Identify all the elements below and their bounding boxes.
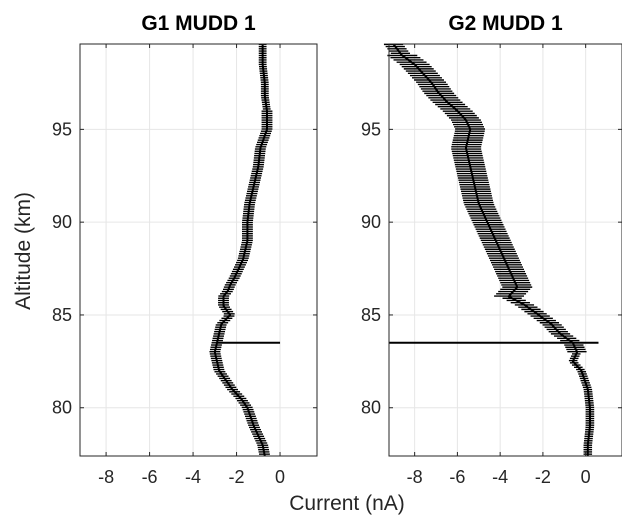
y-tick-label: 85 [52, 305, 72, 325]
x-axis-label: Current (nA) [289, 492, 405, 515]
panel-g1: -8 -6 -4 -2 0 80 85 90 95 G1 MUDD 1 [52, 12, 318, 487]
plot-area [80, 44, 317, 456]
y-axis-label: Altitude (km) [12, 192, 35, 310]
x-tick-label: -6 [449, 467, 465, 487]
panel-title: G1 MUDD 1 [141, 12, 256, 35]
data-noise-hatch [209, 43, 273, 455]
x-tick-label: 0 [581, 467, 591, 487]
x-tick-label: -8 [98, 467, 114, 487]
x-tick-label: -4 [185, 467, 201, 487]
x-tick-label: 0 [275, 467, 285, 487]
y-tick-label: 80 [361, 398, 381, 418]
axes-box [388, 43, 622, 457]
y-tick-label: 80 [52, 398, 72, 418]
x-tick-label: -4 [492, 467, 508, 487]
x-tick-label: -6 [142, 467, 158, 487]
y-tick-label: 95 [52, 119, 72, 139]
y-tick-label: 90 [52, 212, 72, 232]
data-noise-hatch [383, 43, 595, 455]
panel-title: G2 MUDD 1 [448, 12, 563, 35]
x-tick-label: -2 [229, 467, 245, 487]
y-tick-label: 90 [361, 212, 381, 232]
y-tick-label: 85 [361, 305, 381, 325]
axes-box [79, 43, 318, 457]
x-tick-label: -2 [535, 467, 551, 487]
panel-g2: -8 -6 -4 -2 0 80 85 90 95 G2 MUDD 1 [361, 12, 622, 487]
y-tick-label: 95 [361, 119, 381, 139]
x-tick-label: -8 [407, 467, 423, 487]
